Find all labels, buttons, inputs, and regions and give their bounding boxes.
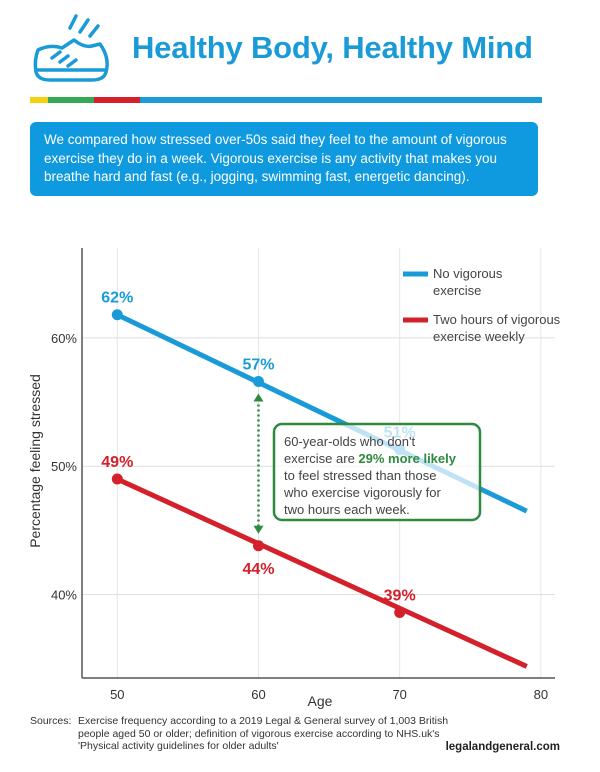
chart-annotation: 60-year-olds who don't exercise are 29% m… bbox=[253, 393, 482, 534]
callout-line: exercise are 29% more likely bbox=[284, 451, 457, 466]
legend-label: Two hours of vigorous bbox=[433, 312, 561, 327]
callout-line: two hours each week. bbox=[284, 502, 410, 517]
data-label-vigorous: 44% bbox=[242, 561, 274, 578]
data-point-no-exercise bbox=[111, 309, 123, 321]
data-point-vigorous bbox=[394, 607, 406, 619]
callout-box bbox=[272, 422, 482, 522]
x-tick-label: 80 bbox=[534, 687, 548, 702]
page-title: Healthy Body, Healthy Mind bbox=[132, 30, 533, 65]
callout-text: 60-year-olds who don't bbox=[284, 434, 415, 449]
header-color-rule bbox=[30, 97, 542, 103]
arrow-head-up bbox=[253, 393, 264, 402]
sources-text: Exercise frequency according to a 2019 L… bbox=[78, 715, 449, 752]
callout-line: who exercise vigorously for bbox=[283, 485, 441, 500]
data-label-no-exercise: 57% bbox=[242, 356, 274, 373]
x-tick-label: 70 bbox=[392, 687, 406, 702]
chart-legend: No vigorous exercise Two hours of vigorous… bbox=[403, 266, 561, 344]
data-label-vigorous: 39% bbox=[384, 588, 416, 605]
legend-label: exercise weekly bbox=[433, 329, 525, 344]
data-point-vigorous bbox=[111, 473, 123, 485]
legend-label: No vigorous bbox=[433, 266, 503, 281]
callout-line: to feel stressed than those bbox=[284, 468, 436, 483]
arrow-head-down bbox=[253, 525, 264, 534]
callout-text: exercise are bbox=[284, 451, 358, 466]
chart-grid: 40% 50% 60% 50 60 70 80 bbox=[51, 248, 555, 702]
intro-box: We compared how stressed over-50s said t… bbox=[30, 122, 538, 196]
data-point-no-exercise bbox=[252, 375, 264, 387]
x-axis-label: Age bbox=[308, 693, 333, 709]
y-axis-label: Percentage feeling stressed bbox=[27, 374, 43, 548]
series-line-vigorous bbox=[116, 476, 528, 669]
callout-line: 60-year-olds who don't bbox=[284, 434, 415, 449]
running-shoe-icon bbox=[33, 14, 109, 82]
callout-highlight: 29% more likely bbox=[358, 451, 456, 466]
chart-axes bbox=[81, 248, 555, 679]
rule-segment-green bbox=[48, 97, 94, 103]
rule-segment-red bbox=[94, 97, 140, 103]
intro-text: We compared how stressed over-50s said t… bbox=[44, 132, 507, 184]
brand-url: legalandgeneral.com bbox=[445, 741, 560, 753]
y-tick-label: 60% bbox=[51, 331, 77, 346]
rule-segment-blue bbox=[140, 97, 542, 103]
data-point-vigorous bbox=[252, 540, 264, 552]
data-label-no-exercise: 62% bbox=[101, 290, 133, 307]
y-tick-label: 40% bbox=[51, 588, 77, 603]
data-label-vigorous: 49% bbox=[101, 454, 133, 471]
x-tick-label: 60 bbox=[251, 687, 265, 702]
callout-text: two hours each week. bbox=[284, 502, 410, 517]
rule-segment-yellow bbox=[30, 97, 48, 103]
callout-text: who exercise vigorously for bbox=[283, 485, 441, 500]
y-tick-label: 50% bbox=[51, 459, 77, 474]
callout-text: to feel stressed than those bbox=[284, 468, 436, 483]
sources-label: Sources: bbox=[30, 715, 72, 727]
legend-label: exercise bbox=[433, 283, 481, 298]
x-tick-label: 50 bbox=[110, 687, 124, 702]
